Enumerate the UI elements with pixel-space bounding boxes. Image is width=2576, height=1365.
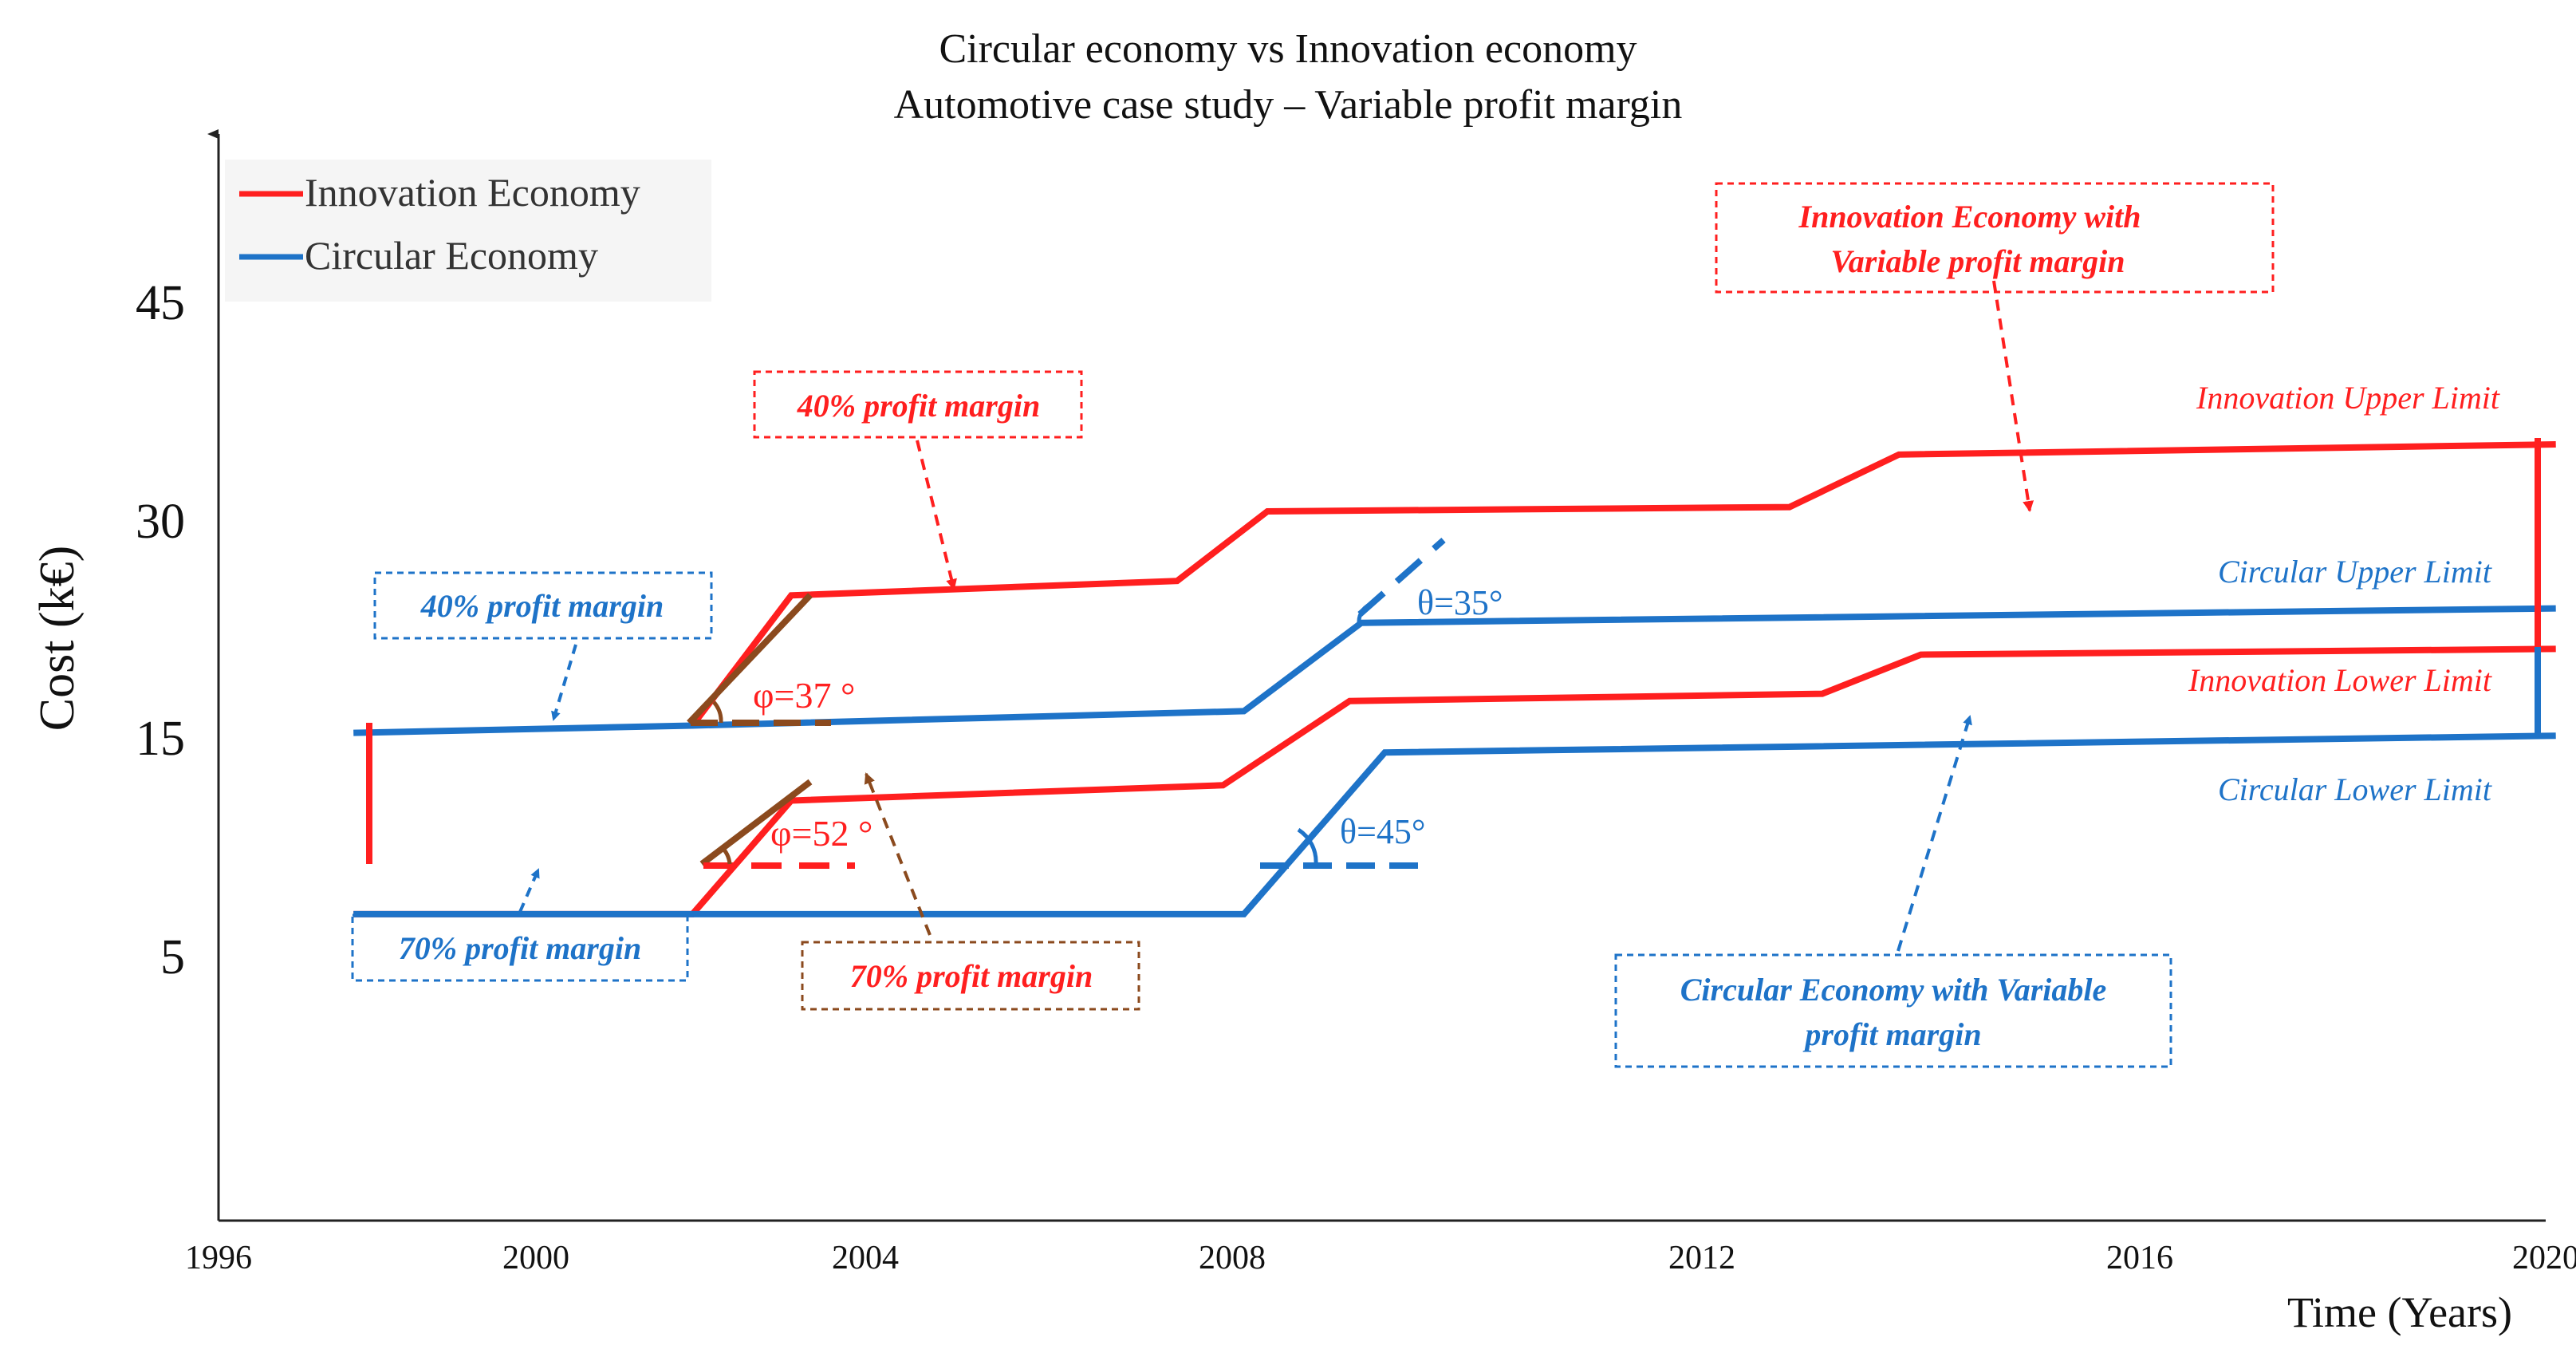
- annotation-brown-70: 70% profit margin: [801, 941, 1140, 1011]
- y-tick-labels: 5 15 30 45: [136, 276, 185, 984]
- angle-arc-phi37: [712, 700, 723, 724]
- chart-title: Circular economy vs Innovation economy: [939, 26, 1637, 72]
- series-innovation-lower: [353, 645, 2556, 917]
- brown-slope-upper: [687, 593, 813, 725]
- annotation-text-circular-variable-1: Circular Economy with Variable: [1680, 972, 2107, 1008]
- annotation-text-brown-70: 70% profit margin: [850, 958, 1093, 994]
- arrow-circular-variable: [1897, 715, 1972, 952]
- annotation-blue-40: 40% profit margin: [373, 571, 713, 640]
- series-circular-lower: [353, 732, 2556, 917]
- annotation-box-circular-variable: [1614, 953, 2172, 1068]
- label-theta45: θ=45°: [1340, 812, 1426, 851]
- blue-dashed-extension: [1357, 538, 1446, 617]
- label-phi37: φ=37 °: [753, 675, 855, 716]
- legend-label-circular: Circular Economy: [305, 233, 598, 278]
- x-tick-label-2008: 2008: [1199, 1240, 1266, 1276]
- x-tick-label-2000: 2000: [502, 1240, 569, 1276]
- arrow-brown-70: [864, 772, 932, 936]
- annotation-text-innovation-variable-2: Variable profit margin: [1831, 243, 2125, 279]
- annotation-box-red-40: [753, 370, 1083, 439]
- annotation-innovation-variable: Innovation Economy with Variable profit …: [1715, 182, 2275, 294]
- x-tick-label-1996: 1996: [185, 1240, 252, 1276]
- annotation-circular-variable: Circular Economy with Variable profit ma…: [1614, 953, 2172, 1068]
- annotation-red-40: 40% profit margin: [753, 370, 1083, 439]
- annotation-box-brown-70: [801, 941, 1140, 1011]
- legend-label-innovation: Innovation Economy: [305, 170, 640, 215]
- angle-arc-theta45: [1297, 827, 1318, 865]
- series-circular-upper: [353, 605, 2556, 736]
- annotation-box-blue-40: [373, 571, 713, 640]
- y-tick-label-45: 45: [136, 276, 185, 330]
- arrow-blue-70: [518, 868, 540, 913]
- label-circular-upper: Circular Upper Limit: [2218, 554, 2492, 590]
- annotation-blue-70: 70% profit margin: [351, 913, 689, 982]
- legend: Innovation Economy Circular Economy: [225, 160, 711, 302]
- annotation-text-circular-variable-2: profit margin: [1802, 1016, 1981, 1052]
- annotation-text-blue-40: 40% profit margin: [420, 588, 664, 624]
- arrow-red-40: [916, 440, 957, 590]
- series-innovation-upper: [690, 441, 2556, 728]
- y-tick-label-5: 5: [160, 930, 185, 984]
- chart-subtitle: Automotive case study – Variable profit …: [894, 82, 1683, 128]
- label-phi52: φ=52 °: [770, 813, 872, 854]
- x-tick-labels: 1996 2000 2004 2008 2012 2016 2020: [185, 1240, 2576, 1276]
- legend-box: [225, 160, 711, 302]
- arrow-blue-40: [551, 644, 577, 721]
- series-layer: [353, 441, 2556, 917]
- annotation-text-innovation-variable-1: Innovation Economy with: [1798, 199, 2141, 235]
- label-circular-lower: Circular Lower Limit: [2218, 771, 2492, 807]
- angle-arc-phi52: [719, 845, 732, 865]
- x-tick-label-2020: 2020: [2512, 1240, 2576, 1276]
- y-tick-label-30: 30: [136, 495, 185, 549]
- x-tick-label-2012: 2012: [1668, 1240, 1735, 1276]
- annotation-box-blue-70: [351, 913, 689, 982]
- label-innovation-upper: Innovation Upper Limit: [2196, 380, 2500, 416]
- y-tick-label-15: 15: [136, 712, 185, 766]
- annotation-text-red-40: 40% profit margin: [797, 388, 1040, 424]
- label-innovation-lower: Innovation Lower Limit: [2188, 662, 2492, 698]
- label-theta35: θ=35°: [1417, 583, 1503, 622]
- x-axis-title: Time (Years): [2287, 1288, 2512, 1336]
- brown-slope-lower: [699, 779, 813, 867]
- y-axis-title: Cost (k€): [30, 546, 85, 732]
- x-tick-label-2004: 2004: [832, 1240, 899, 1276]
- arrow-innovation-variable: [1992, 280, 2034, 512]
- x-tick-label-2016: 2016: [2106, 1240, 2173, 1276]
- angle-arc-theta35: [1357, 601, 1374, 623]
- annotation-text-blue-70: 70% profit margin: [399, 930, 641, 966]
